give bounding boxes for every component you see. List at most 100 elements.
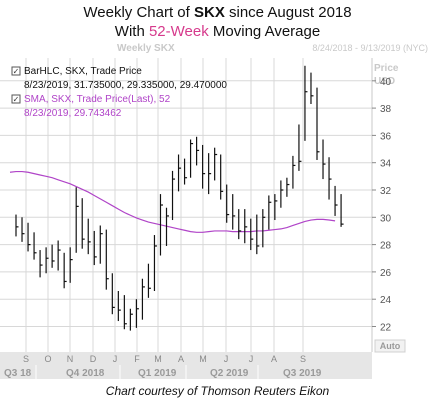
y-tick-label: 34	[380, 159, 392, 170]
title-prefix: Weekly Chart of	[83, 4, 194, 21]
sma-series-checkbox[interactable]	[11, 94, 21, 104]
month-tick-label: N	[67, 354, 74, 364]
hlc-bar	[202, 144, 206, 189]
y-tick-label: 24	[380, 295, 392, 306]
month-tick-label: J	[249, 354, 254, 364]
month-tick-label: O	[44, 354, 51, 364]
hlc-bar	[196, 136, 200, 166]
hlc-bar	[298, 124, 302, 171]
y-tick-label: 40	[380, 77, 392, 88]
checkmark-icon: ✓	[13, 95, 20, 104]
chart-legend: ✓ BarHLC, SKX, Trade Price 8/23/2019, 31…	[11, 66, 227, 119]
month-tick-label: S	[300, 354, 306, 364]
title-suffix: since August 2018	[224, 4, 352, 21]
hlc-bar	[159, 194, 163, 256]
y-tick-label: 30	[380, 213, 392, 224]
hlc-bar	[147, 263, 151, 298]
quarter-tick-label: Q2 2019	[210, 368, 249, 379]
hlc-bar	[292, 155, 296, 189]
subtitle-suffix: Moving Average	[208, 23, 321, 40]
hlc-bar	[93, 230, 97, 266]
hlc-bar	[310, 72, 314, 105]
quarter-tick-label: Q3 18	[4, 368, 32, 379]
month-tick-label: J	[113, 354, 118, 364]
hlc-bar	[135, 299, 139, 328]
chart-title-line-2: With 52-Week Moving Average	[0, 23, 435, 41]
month-tick-label: A	[178, 354, 184, 364]
bar-legend-values: 8/23/2019, 31.735000, 29.335000, 29.4700…	[24, 80, 227, 91]
hlc-bar	[322, 139, 326, 180]
hlc-bar	[262, 209, 266, 248]
month-tick-label: A	[271, 354, 277, 364]
hlc-bar	[304, 65, 308, 141]
hlc-bar	[15, 214, 19, 237]
sma-line	[9, 170, 336, 233]
hlc-bar	[256, 214, 260, 255]
hlc-bar	[63, 252, 67, 289]
quarter-tick-label: Q1 2019	[138, 368, 177, 379]
hlc-bar	[208, 153, 212, 195]
price-bars	[15, 65, 344, 331]
month-tick-label: M	[154, 354, 162, 364]
hlc-bar	[268, 195, 272, 230]
hlc-bar	[129, 308, 133, 331]
hlc-bar	[141, 278, 145, 320]
hlc-bar	[153, 235, 157, 292]
quarter-tick-label: Q4 2018	[66, 368, 105, 379]
sma-legend-title: SMA, SKX, Trade Price(Last), 52	[24, 94, 171, 105]
chart-date-range: 8/24/2018 - 9/13/2019 (NYC)	[312, 43, 428, 53]
month-tick-label: F	[134, 354, 140, 364]
hlc-bar	[334, 185, 338, 216]
hlc-bar	[27, 222, 31, 252]
hlc-bar	[250, 218, 254, 251]
title-ticker: SKX	[194, 4, 225, 21]
currency-label: USD	[374, 76, 395, 87]
chart-symbol-label: Weekly SKX	[117, 43, 175, 54]
month-tick-label: M	[199, 354, 207, 364]
hlc-bar	[274, 194, 278, 221]
hlc-bar	[183, 158, 188, 185]
hlc-bar	[81, 198, 85, 249]
quarter-axis: Q3 18 Q4 2018 Q1 2019 Q2 2019 Q3 2019	[4, 365, 322, 379]
y-axis-ticks: 22 24 26 28 30 32 34 36 38 40	[372, 77, 392, 334]
auto-scale-label: Auto	[380, 341, 401, 351]
bar-legend-title: BarHLC, SKX, Trade Price	[24, 66, 142, 77]
bar-series-checkbox[interactable]	[11, 66, 21, 76]
month-tick-label: D	[90, 354, 97, 364]
y-tick-label: 32	[380, 186, 392, 197]
y-tick-label: 26	[380, 268, 392, 279]
hlc-bar	[220, 154, 224, 200]
hlc-bar	[57, 240, 61, 271]
hlc-bar	[238, 209, 242, 240]
hlc-bar	[340, 194, 344, 227]
hlc-bar	[99, 225, 103, 264]
quarter-tick-label: Q3 2019	[283, 368, 322, 379]
hlc-bar	[33, 232, 37, 260]
hlc-bar	[51, 244, 55, 268]
hlc-bar	[87, 218, 91, 255]
hlc-bar	[316, 87, 320, 160]
chart-title-line-1: Weekly Chart of SKX since August 2018	[0, 4, 435, 22]
hlc-bar	[177, 154, 182, 192]
y-tick-label: 38	[380, 104, 392, 115]
month-tick-label: S	[23, 354, 29, 364]
grid-lines	[0, 58, 372, 352]
hlc-bar	[226, 184, 230, 223]
y-tick-label: 22	[380, 323, 392, 334]
hlc-bar	[328, 157, 332, 200]
hlc-bar	[214, 147, 218, 181]
y-tick-label: 28	[380, 241, 392, 252]
auto-scale-button[interactable]	[374, 339, 406, 353]
hlc-bar	[111, 273, 115, 315]
chart-caption: Chart courtesy of Thomson Reuters Eikon	[105, 384, 330, 398]
hlc-bar	[232, 194, 236, 230]
sma-legend-values: 8/23/2019, 29.743462	[24, 108, 122, 119]
hlc-bar	[171, 170, 176, 221]
hlc-bar	[280, 180, 284, 208]
hlc-bar	[105, 229, 109, 290]
hlc-bar	[286, 177, 290, 197]
price-axis-title: Price	[374, 63, 399, 74]
hlc-bar	[21, 217, 25, 242]
